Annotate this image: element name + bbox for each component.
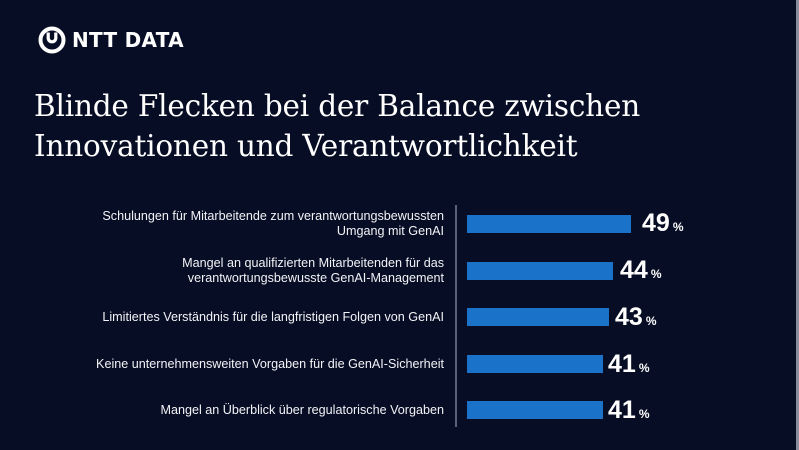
bar	[467, 308, 609, 326]
bar-value: 49%	[642, 209, 684, 237]
ntt-data-ring-icon	[38, 26, 66, 54]
bar	[467, 215, 631, 233]
bar-label: Limitiertes Verständnis für die langfris…	[102, 310, 444, 324]
brand-name: NTT DATA	[72, 28, 184, 52]
bar-label: Mangel an Überblick über regulatorische …	[160, 403, 444, 417]
bar-label: Keine unternehmensweiten Vorgaben für di…	[96, 357, 444, 371]
bar-value: 44%	[620, 256, 662, 284]
bar	[467, 401, 603, 419]
bar	[467, 355, 603, 373]
brand-logo: NTT DATA	[37, 26, 184, 54]
bar-label: Schulungen für Mitarbeitende zum verantw…	[102, 209, 444, 238]
bar	[467, 262, 613, 280]
bar-value: 41%	[608, 396, 650, 424]
title-line-2: Innovationen und Verantwortlichkeit	[34, 129, 578, 163]
bar-value: 41%	[608, 350, 650, 378]
bar-label: Mangel an qualifizierten Mitarbeitenden …	[182, 256, 444, 285]
title-line-1: Blinde Flecken bei der Balance zwischen	[34, 89, 641, 123]
window-edge	[796, 0, 799, 450]
chart-axis-line	[455, 205, 457, 427]
bar-value: 43%	[615, 303, 657, 331]
page-title: Blinde Flecken bei der Balance zwischen …	[34, 86, 734, 166]
